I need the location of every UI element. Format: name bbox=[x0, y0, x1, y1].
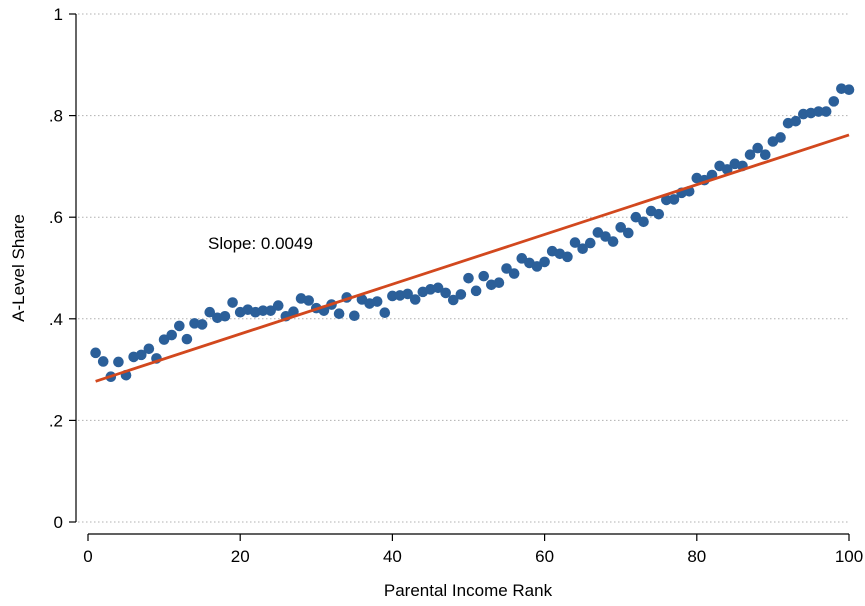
data-point bbox=[333, 308, 345, 320]
data-point bbox=[478, 270, 490, 282]
data-point bbox=[371, 296, 383, 307]
data-point bbox=[158, 334, 170, 345]
data-point bbox=[470, 285, 482, 297]
data-point bbox=[447, 294, 459, 306]
data-point bbox=[174, 320, 185, 332]
data-point bbox=[653, 208, 665, 220]
data-point bbox=[584, 237, 596, 249]
data-point bbox=[661, 194, 672, 206]
data-point bbox=[493, 277, 505, 289]
data-point bbox=[387, 290, 398, 302]
data-point bbox=[828, 96, 840, 107]
data-point bbox=[402, 288, 413, 300]
data-point bbox=[638, 216, 649, 228]
x-tick-label: 100 bbox=[835, 547, 863, 566]
data-point bbox=[775, 132, 786, 143]
data-point bbox=[623, 227, 634, 239]
data-point bbox=[409, 294, 421, 305]
data-point bbox=[90, 347, 101, 359]
data-point bbox=[113, 356, 124, 368]
x-tick-label: 20 bbox=[231, 547, 250, 566]
data-point bbox=[607, 236, 619, 247]
y-tick-label: .4 bbox=[49, 310, 63, 329]
data-point bbox=[257, 305, 269, 316]
data-point bbox=[516, 253, 528, 264]
y-tick-label: 1 bbox=[54, 5, 63, 24]
y-tick-label: .6 bbox=[49, 208, 63, 227]
x-axis-title: Parental Income Rank bbox=[384, 581, 553, 600]
y-tick-label: .8 bbox=[49, 107, 63, 126]
x-tick-label: 40 bbox=[383, 547, 402, 566]
x-tick-label: 60 bbox=[535, 547, 554, 566]
data-point bbox=[349, 310, 360, 322]
data-point bbox=[379, 307, 391, 319]
data-point bbox=[562, 251, 573, 263]
fit-line bbox=[95, 133, 850, 383]
data-point bbox=[813, 106, 824, 117]
data-point bbox=[615, 222, 626, 233]
y-tick-label: .2 bbox=[49, 411, 63, 430]
data-point bbox=[790, 115, 802, 127]
data-point bbox=[539, 256, 550, 268]
y-axis-title: A-Level Share bbox=[9, 214, 28, 322]
data-point bbox=[721, 164, 733, 175]
data-point bbox=[577, 243, 588, 254]
data-point bbox=[219, 310, 231, 322]
data-points bbox=[90, 83, 855, 383]
data-point bbox=[440, 287, 451, 299]
x-tick-label: 0 bbox=[83, 547, 92, 566]
data-point bbox=[432, 282, 444, 294]
data-point bbox=[135, 349, 147, 361]
data-point bbox=[227, 297, 238, 308]
data-point bbox=[531, 261, 543, 272]
x-axis-ticks: 0 20 40 60 80 100 bbox=[83, 534, 863, 566]
data-point bbox=[630, 211, 642, 223]
data-point bbox=[600, 231, 611, 242]
data-point bbox=[166, 329, 178, 341]
data-point bbox=[508, 268, 520, 279]
data-point bbox=[843, 84, 855, 95]
y-tick-label: 0 bbox=[54, 513, 63, 532]
data-point bbox=[501, 263, 512, 274]
grid-lines bbox=[78, 13, 849, 523]
data-point bbox=[181, 333, 193, 345]
data-point bbox=[196, 319, 208, 330]
data-point bbox=[265, 305, 276, 316]
data-point bbox=[97, 356, 109, 367]
data-point bbox=[143, 343, 155, 355]
data-point bbox=[759, 149, 771, 161]
slope-annotation: Slope: 0.0049 bbox=[208, 234, 313, 253]
data-point bbox=[569, 237, 581, 248]
data-point bbox=[463, 272, 474, 284]
data-point bbox=[272, 300, 284, 311]
data-point bbox=[820, 106, 832, 117]
data-point bbox=[668, 194, 680, 205]
x-tick-label: 80 bbox=[687, 547, 706, 566]
data-point bbox=[455, 289, 467, 300]
data-point bbox=[752, 142, 763, 154]
y-axis-ticks: 0 .2 .4 .6 .8 1 bbox=[49, 5, 76, 532]
data-point bbox=[204, 306, 216, 318]
fit-line-group bbox=[95, 133, 850, 383]
data-point bbox=[303, 295, 314, 306]
data-point bbox=[744, 149, 756, 161]
